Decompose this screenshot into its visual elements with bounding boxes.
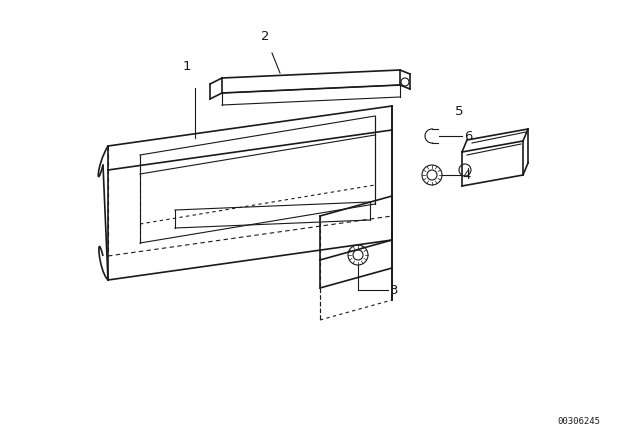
Text: 6: 6 bbox=[464, 129, 472, 142]
Text: 3: 3 bbox=[390, 284, 399, 297]
Text: 5: 5 bbox=[455, 105, 463, 118]
Text: 2: 2 bbox=[260, 30, 269, 43]
Text: 1: 1 bbox=[183, 60, 191, 73]
Text: 4: 4 bbox=[462, 168, 470, 181]
Text: 00306245: 00306245 bbox=[557, 417, 600, 426]
